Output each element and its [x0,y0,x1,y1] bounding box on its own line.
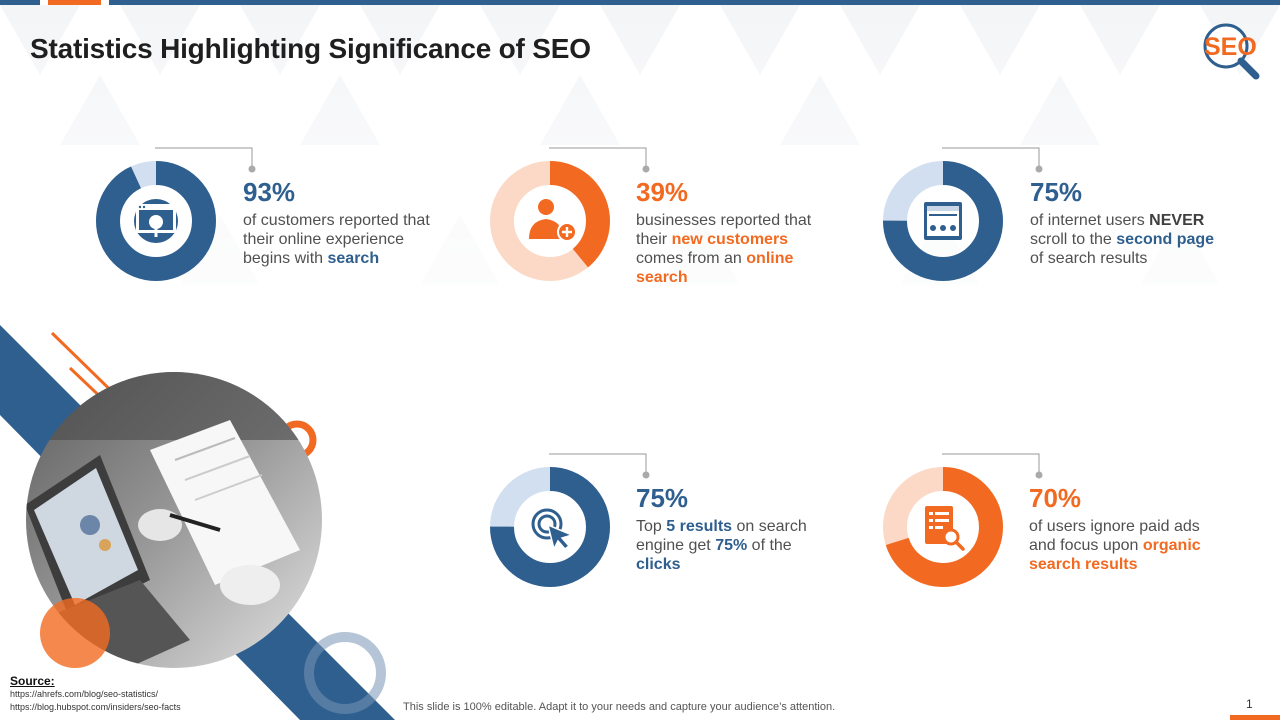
donut-value-arc [490,467,610,587]
stat-description: businesses reported that their new custo… [636,211,826,287]
footer-note: This slide is 100% editable. Adapt it to… [403,701,836,713]
desc-text: businesses reported that their [636,212,812,248]
donut-chart [883,467,1003,587]
desc-highlight: 5 results [666,518,733,535]
desc-text: scroll to the [1030,231,1117,248]
donut-value-arc [883,467,1003,587]
decorative-photo-graphic [0,325,395,720]
stat-percent: 93% [243,177,296,207]
stat-description: of customers reported that their online … [243,211,433,268]
donut-chart [96,161,216,281]
desc-text: on search engine get [636,518,807,554]
donut-value-arc [490,161,610,281]
desc-highlight: 75% [715,537,748,554]
desc-text: of customers reported that their online … [243,212,430,267]
source-link[interactable]: https://ahrefs.com/blog/seo-statistics/ [10,689,159,699]
desc-text: of internet users [1030,212,1150,229]
slide-title: Statistics Highlighting Significance of … [30,33,591,64]
stat-percent: 70% [1029,483,1082,513]
desc-highlight: NEVER [1149,212,1205,229]
desc-highlight: search [327,250,380,267]
desc-highlight: organic search results [1029,537,1201,573]
desc-highlight: second page [1116,231,1215,248]
desc-highlight: clicks [636,556,681,573]
donut-chart [490,467,610,587]
donut-value-arc [96,161,216,281]
desc-text: Top [636,518,667,535]
stat-description: of internet users NEVER scroll to the se… [1030,211,1220,268]
browser-search-icon [136,204,176,237]
document-search-icon [925,506,965,551]
page-accent-bar [1230,715,1280,720]
stat-description: of users ignore paid ads and focus upon … [1029,517,1219,574]
seo-logo: SEO [1200,22,1270,82]
top-accent-bar [0,0,1280,5]
source-heading: Source: [10,674,55,688]
donut-value-arc [883,161,1003,281]
donut-chart [490,161,610,281]
blue-ring [304,632,386,714]
desc-highlight: online search [636,250,794,286]
webpage-icon [924,202,962,240]
click-target-icon [531,508,575,552]
donut-chart [883,161,1003,281]
source-link[interactable]: https://blog.hubspot.com/insiders/seo-fa… [10,702,181,712]
desc-text: of search results [1030,250,1148,267]
desc-text: comes from an [636,250,747,267]
stat-percent: 75% [1030,177,1083,207]
orange-circle [40,598,110,668]
seo-logo-text: SEO [1204,33,1257,61]
stat-percent: 75% [636,483,689,513]
desc-text: of the [747,537,792,554]
add-user-icon [529,199,577,242]
desc-highlight: new customers [671,231,789,248]
stat-percent: 39% [636,177,689,207]
desc-text: of users ignore paid ads and focus upon [1029,518,1200,554]
stat-description: Top 5 results on search engine get 75% o… [636,517,826,574]
source-block: Source: https://ahrefs.com/blog/seo-stat… [10,675,181,714]
page-number: 1 [1246,697,1253,711]
